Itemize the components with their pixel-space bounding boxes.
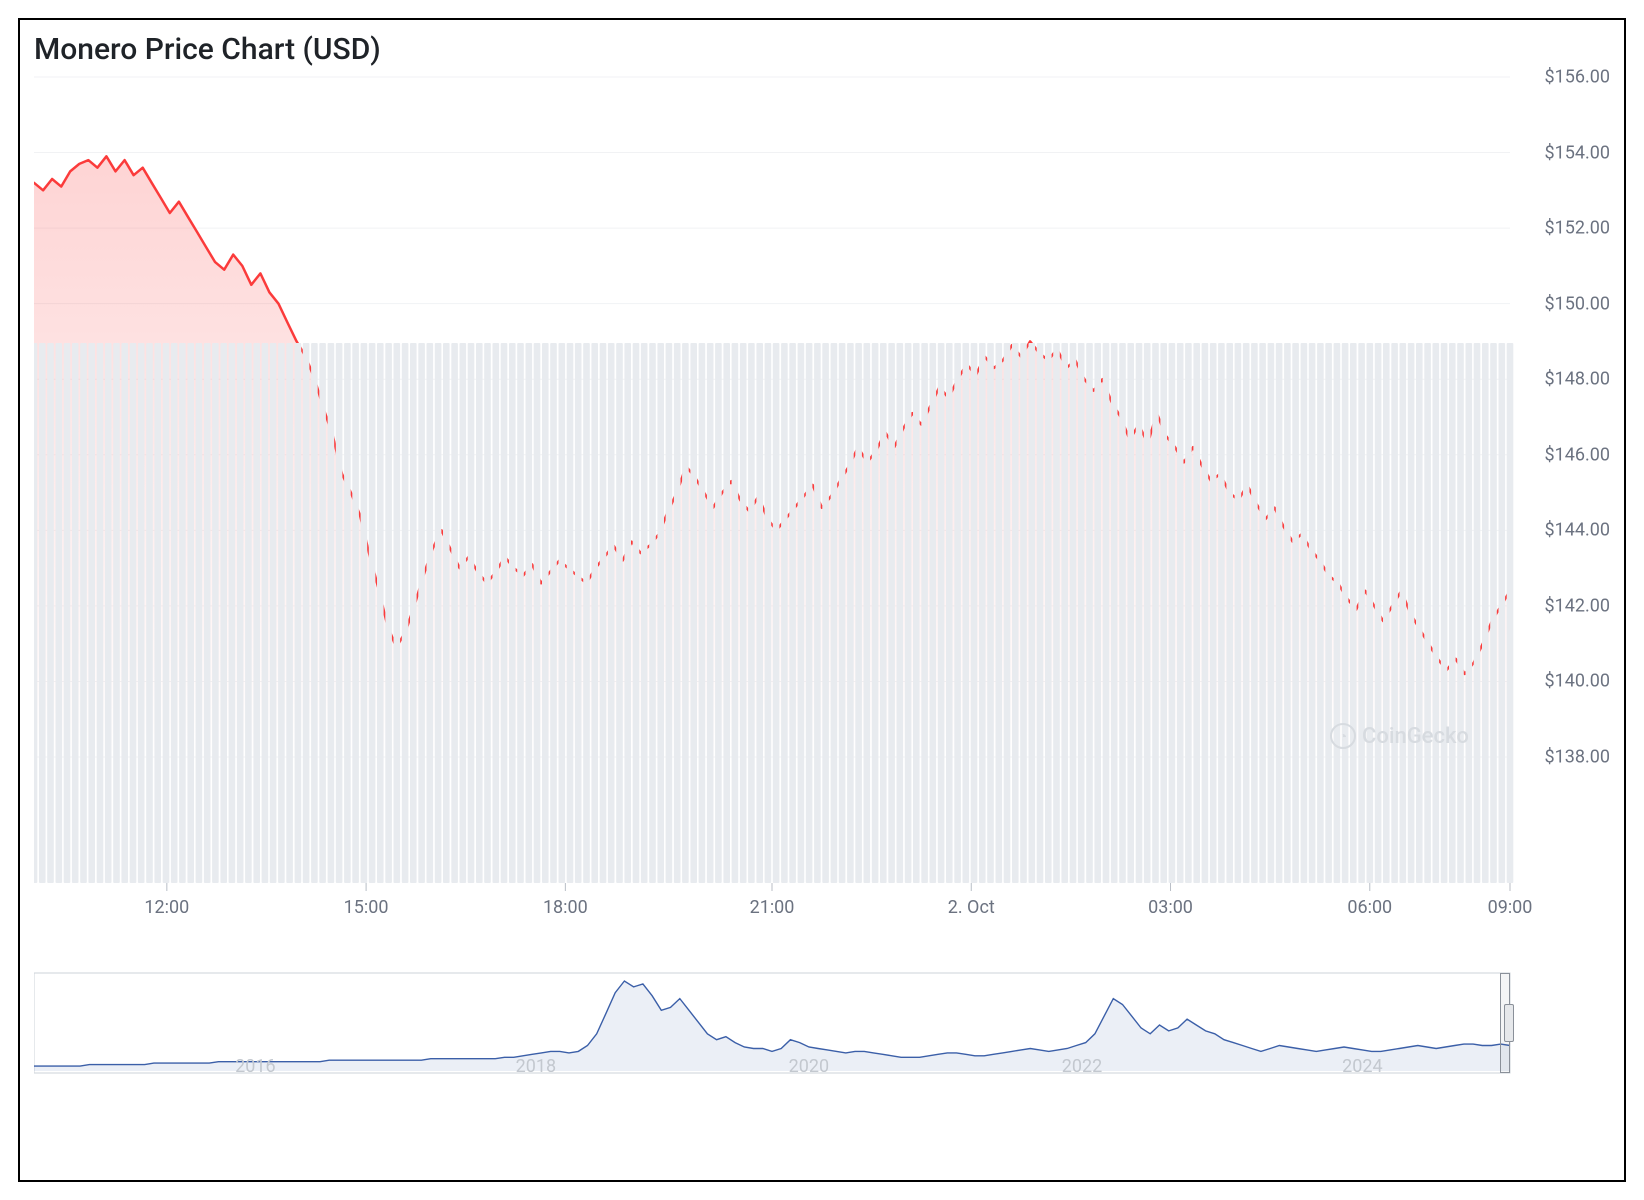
navigator-grip-right[interactable] (1504, 1004, 1514, 1042)
x-axis-labels: 12:00 15:00 18:00 21:00 2. Oct 03:00 06:00 09:0… (34, 893, 1610, 927)
navigator-range-handle[interactable] (1500, 973, 1510, 1073)
x-tick-label: 09:00 (1488, 897, 1533, 918)
x-tick-label: 03:00 (1148, 897, 1193, 918)
watermark-text: CoinGecko (1362, 724, 1469, 749)
x-tick-label: 15:00 (344, 897, 389, 918)
navigator-x-label: 2020 (789, 1056, 829, 1077)
price-chart-area[interactable]: $156.00$154.00$152.00$150.00$148.00$146.… (34, 73, 1610, 893)
navigator-x-label: 2022 (1062, 1056, 1102, 1077)
navigator-chart[interactable]: 2016 2018 2020 2022 2024 (34, 963, 1610, 1083)
x-tick-label: 21:00 (750, 897, 795, 918)
navigator-x-label: 2024 (1342, 1056, 1382, 1077)
navigator-x-labels: 2016 2018 2020 2022 2024 (34, 963, 1510, 1083)
x-tick-label: 18:00 (543, 897, 588, 918)
x-tick-label: 12:00 (144, 897, 189, 918)
navigator-x-label: 2016 (235, 1056, 275, 1077)
navigator-x-label: 2018 (516, 1056, 556, 1077)
x-tick-label: 2. Oct (948, 897, 995, 918)
chart-title: Monero Price Chart (USD) (34, 32, 1610, 67)
chart-frame: Monero Price Chart (USD) $156.00$154.00$… (18, 18, 1626, 1182)
price-chart-svg (34, 73, 1610, 893)
watermark: ◔ CoinGecko (1330, 723, 1469, 749)
watermark-icon: ◔ (1330, 723, 1356, 749)
x-tick-label: 06:00 (1347, 897, 1392, 918)
